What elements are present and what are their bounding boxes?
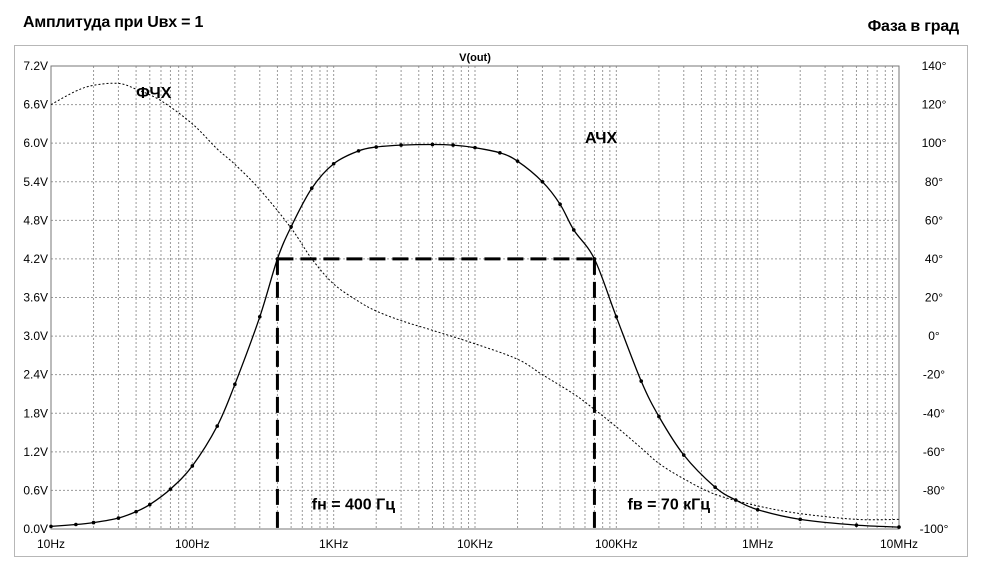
y-right-tick-label: 20° [925, 291, 943, 305]
x-tick-label: 100KHz [595, 537, 638, 551]
y-left-tick-label: 7.2V [23, 59, 48, 73]
x-tick-label: 10MHz [880, 537, 918, 551]
y-right-tick-label: 100° [922, 136, 947, 150]
annotation-label: АЧХ [585, 130, 618, 147]
series-layer [49, 82, 901, 529]
y-left-tick-label: 2.4V [23, 368, 48, 382]
amplitude-data-point [639, 379, 644, 383]
y-right-tick-label: -100° [920, 522, 949, 536]
y-left-tick-label: 4.8V [23, 213, 48, 227]
y-right-tick-label: -20° [923, 368, 945, 382]
amplitude-data-point [571, 228, 576, 232]
amplitude-data-point [681, 453, 686, 457]
amplitude-data-point [430, 142, 435, 147]
amplitude-data-point [74, 522, 78, 527]
amplitude-data-point [399, 143, 403, 147]
annotation-label: ФЧХ [136, 85, 172, 102]
y-left-tick-label: 0.0V [23, 522, 48, 536]
amplitude-data-point [257, 314, 262, 319]
tick-labels: V(out) 0.0V 0.6V 1.2V 1.8V 2.4V 3.0V 3.6V 4.2V 4.… [23, 52, 948, 551]
y-left-tick-label: 3.0V [23, 329, 48, 343]
x-tick-label: 1KHz [319, 537, 348, 551]
amplitude-data-point [798, 517, 803, 522]
amplitude-data-point [515, 159, 520, 163]
x-tick-label: 10Hz [37, 537, 65, 551]
amplitude-data-point [309, 186, 314, 190]
y-right-tick-label: 60° [925, 213, 943, 227]
annotation-label: fв = 70 кГц [628, 497, 711, 514]
y-right-tick-label: 120° [922, 98, 947, 112]
amplitude-data-point [91, 520, 96, 525]
y-left-tick-label: 3.6V [23, 291, 48, 305]
amplitude-data-point [215, 424, 220, 428]
amplitude-data-point [755, 507, 760, 512]
amplitude-data-point [49, 524, 53, 529]
amplitude-axis-title: Амплитуда при Uвх = 1 [23, 14, 204, 31]
y-right-tick-label: 140° [922, 59, 947, 73]
amplitude-data-point [713, 485, 717, 490]
y-left-tick-label: 0.6V [23, 483, 48, 497]
amplitude-data-point [854, 523, 859, 527]
annotation-label: fн = 400 Гц [312, 497, 395, 514]
y-left-tick-label: 1.8V [23, 406, 48, 420]
amplitude-data-point [147, 502, 152, 507]
y-left-tick-label: 5.4V [23, 175, 48, 189]
amplitude-data-point [614, 314, 619, 319]
amplitude-data-point [190, 464, 195, 468]
grid-lines [50, 65, 900, 530]
chart-title: V(out) [459, 52, 491, 64]
amplitude-data-point [473, 145, 477, 150]
plot-border [50, 65, 900, 530]
y-left-tick-label: 4.2V [23, 252, 48, 266]
y-right-tick-label: 40° [925, 252, 943, 266]
axes [50, 65, 900, 530]
annotations: ФЧХ АЧХ fн = 400 Гц fв = 70 кГц [136, 85, 710, 529]
amplitude-data-point [134, 509, 138, 514]
y-left-tick-label: 6.0V [23, 136, 48, 150]
amplitude-data-point [657, 414, 661, 419]
amplitude-data-point [331, 161, 336, 166]
amplitude-data-point [356, 149, 361, 153]
amplitude-data-point [498, 151, 502, 155]
y-right-tick-label: 0° [928, 329, 940, 343]
phase-series-line [50, 82, 900, 521]
y-right-tick-label: 80° [925, 175, 943, 189]
phase-axis-title: Фаза в град [867, 18, 960, 35]
amplitude-data-point [374, 145, 379, 149]
frequency-response-chart: V(out) 0.0V 0.6V 1.2V 1.8V 2.4V 3.0V 3.6V 4.2V 4.… [23, 52, 948, 551]
y-right-tick-label: -60° [923, 445, 945, 459]
amplitude-data-point [451, 143, 455, 147]
amplitude-data-point [897, 525, 901, 529]
x-tick-label: 100Hz [175, 537, 210, 551]
x-tick-label: 1MHz [742, 537, 773, 551]
x-tick-label: 10KHz [457, 537, 493, 551]
y-right-tick-label: -40° [923, 406, 945, 420]
amplitude-data-point [168, 487, 173, 491]
y-left-tick-label: 1.2V [23, 445, 48, 459]
amplitude-data-point [116, 516, 121, 520]
plot-frame: V(out) 0.0V 0.6V 1.2V 1.8V 2.4V 3.0V 3.6V 4.2V 4.… [14, 45, 968, 557]
amplitude-data-point [233, 382, 237, 387]
amplitude-data-point [540, 179, 545, 184]
y-right-tick-label: -80° [923, 483, 945, 497]
amplitude-data-point [558, 202, 562, 207]
y-left-tick-label: 6.6V [23, 98, 48, 112]
